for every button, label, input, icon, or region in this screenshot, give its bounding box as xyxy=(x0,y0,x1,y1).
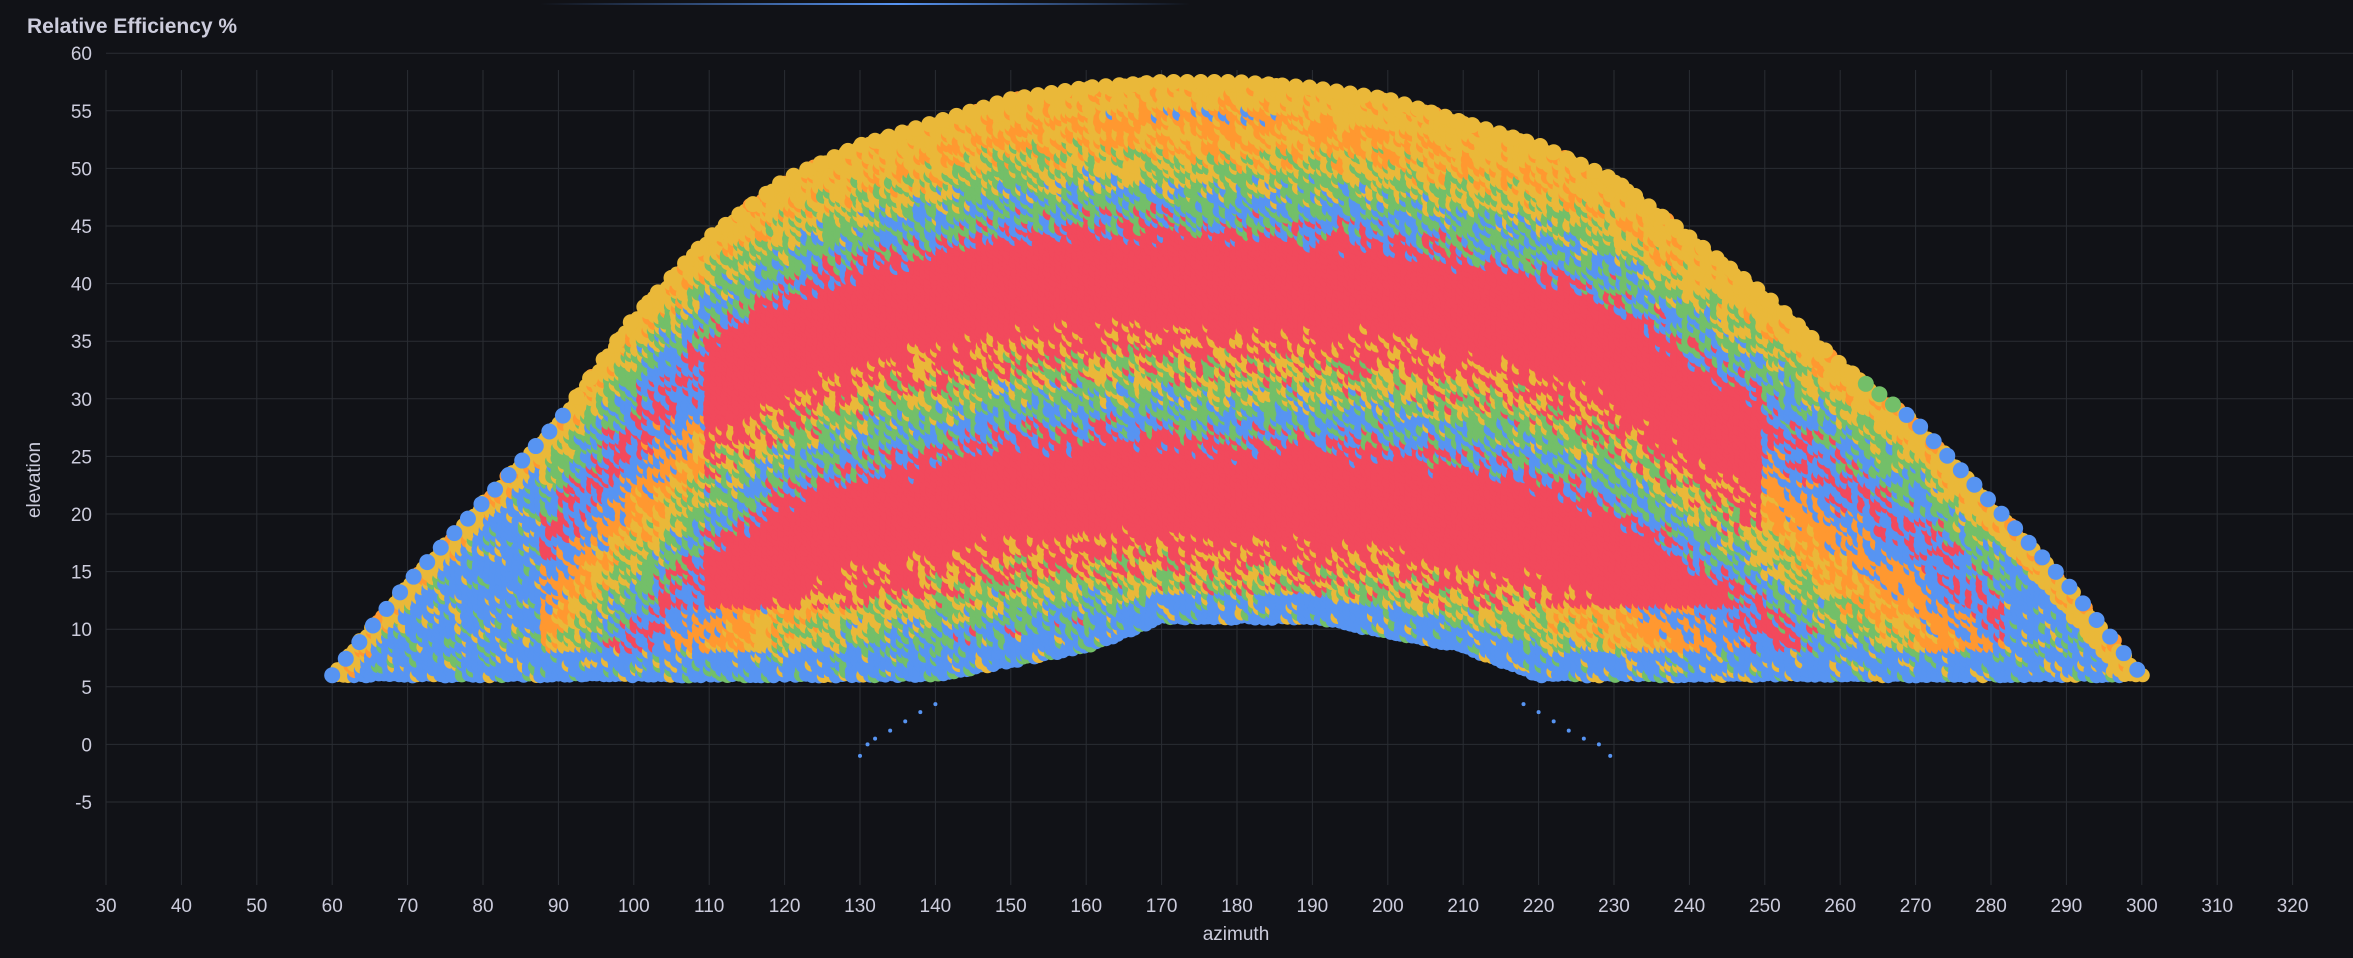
points-layer xyxy=(324,74,2150,683)
